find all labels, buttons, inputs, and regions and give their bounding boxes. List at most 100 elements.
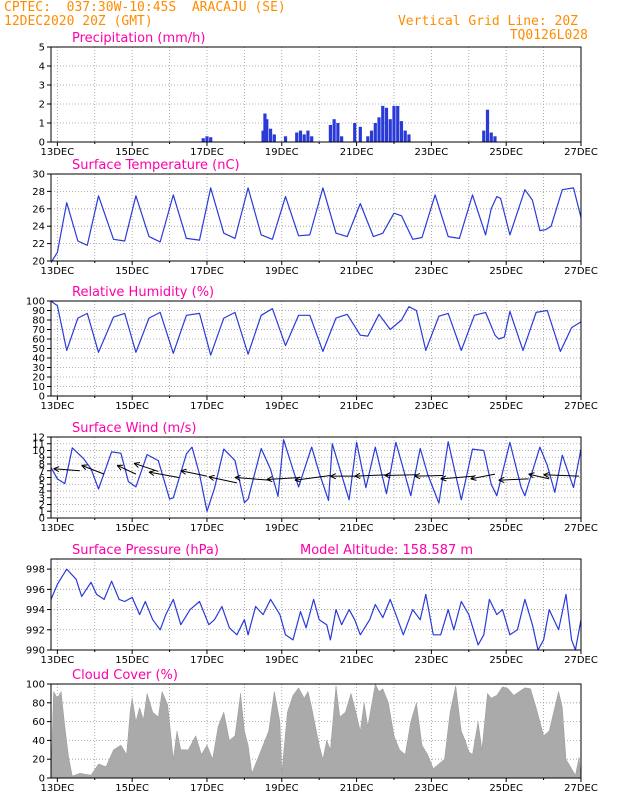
- precip-bar: [489, 132, 493, 142]
- wind-arrow: [81, 464, 105, 475]
- x-tick-label: 13DEC: [40, 266, 74, 277]
- y-tick-label: 22: [32, 239, 45, 250]
- precip-bar: [381, 105, 385, 142]
- precip-bar: [209, 137, 213, 142]
- x-tick-label: 19DEC: [265, 523, 299, 534]
- y-tick-label: 6: [39, 473, 45, 484]
- precip-bar: [298, 130, 303, 142]
- precip-bar: [310, 136, 314, 142]
- wind-arrow-head: [81, 464, 88, 471]
- x-tick-label: 27DEC: [564, 401, 598, 412]
- precip-bar: [388, 119, 392, 142]
- panel-title: Cloud Cover (%): [72, 668, 178, 683]
- y-tick-label: 70: [32, 325, 45, 336]
- wind-arrow: [470, 473, 496, 480]
- y-tick-label: 0: [39, 392, 45, 403]
- panel-title: Relative Humidity (%): [72, 285, 214, 300]
- x-tick-label: 23DEC: [415, 266, 449, 277]
- precip-bar: [261, 130, 265, 142]
- series-line: [50, 187, 582, 264]
- wind-arrow: [414, 474, 443, 477]
- y-tick-label: 9: [39, 453, 45, 464]
- x-tick-label: 19DEC: [265, 655, 299, 666]
- precip-bar: [302, 134, 306, 142]
- x-tick-label: 25DEC: [489, 523, 523, 534]
- x-tick-label: 17DEC: [190, 655, 224, 666]
- y-tick-label: 100: [26, 297, 45, 308]
- x-tick-label: 25DEC: [489, 147, 523, 158]
- x-tick-label: 23DEC: [415, 147, 449, 158]
- wind-arrow-head: [266, 476, 273, 483]
- y-tick-label: 11: [32, 439, 45, 450]
- precip-bar: [283, 136, 288, 142]
- precip-bar: [407, 134, 411, 142]
- wind-arrow: [528, 473, 550, 480]
- panel-title: Precipitation (mm/h): [72, 31, 205, 46]
- x-tick-label: 21DEC: [340, 401, 374, 412]
- series-line: [50, 568, 582, 651]
- header-date: 12DEC2020 20Z (GMT): [4, 14, 153, 29]
- x-tick-label: 17DEC: [190, 523, 224, 534]
- cloud-cover-area: [50, 683, 582, 779]
- x-tick-label: 23DEC: [415, 401, 449, 412]
- y-tick-label: 28: [32, 187, 45, 198]
- precip-bar: [485, 109, 490, 142]
- y-tick-label: 90: [32, 306, 45, 317]
- y-tick-label: 0: [39, 138, 45, 149]
- x-tick-label: 27DEC: [564, 147, 598, 158]
- wind-arrow-head: [528, 472, 535, 479]
- y-tick-label: 26: [32, 204, 45, 215]
- y-tick-label: 30: [32, 170, 45, 181]
- x-tick-label: 17DEC: [190, 401, 224, 412]
- y-tick-label: 3: [39, 81, 45, 92]
- y-tick-label: 3: [39, 493, 45, 504]
- precip-bar: [403, 130, 407, 142]
- x-tick-label: 15DEC: [115, 783, 149, 794]
- panel-annotation: Model Altitude: 158.587 m: [300, 543, 473, 558]
- y-tick-label: 5: [39, 43, 45, 54]
- y-tick-label: 20: [32, 373, 45, 384]
- precip-bar: [295, 132, 299, 142]
- wind-arrow: [354, 474, 389, 477]
- panel-frame: [50, 683, 582, 779]
- wind-arrow-head: [354, 472, 361, 479]
- precip-bar: [366, 136, 370, 142]
- precip-bar: [399, 121, 404, 142]
- y-tick-label: 2: [39, 500, 45, 511]
- y-tick-label: 2: [39, 100, 45, 111]
- y-tick-label: 4: [39, 62, 45, 73]
- x-tick-label: 21DEC: [340, 523, 374, 534]
- y-tick-label: 990: [26, 646, 45, 657]
- wind-arrow: [208, 476, 237, 484]
- precip-bar: [384, 107, 389, 142]
- panel-frame: [50, 173, 582, 262]
- precip-bar: [336, 123, 340, 142]
- x-tick-label: 15DEC: [115, 147, 149, 158]
- x-tick-label: 17DEC: [190, 783, 224, 794]
- y-tick-label: 50: [32, 344, 45, 355]
- y-tick-label: 40: [32, 354, 45, 365]
- header-code: TQ0126L028: [509, 28, 588, 43]
- y-tick-label: 40: [32, 736, 45, 747]
- wind-arrow-head: [234, 474, 241, 481]
- x-tick-label: 25DEC: [489, 401, 523, 412]
- panel-title: Surface Pressure (hPa): [72, 543, 219, 558]
- precip-bar: [265, 119, 269, 142]
- wind-arrow-head: [498, 476, 505, 484]
- x-tick-label: 13DEC: [40, 783, 74, 794]
- x-tick-label: 27DEC: [564, 655, 598, 666]
- x-tick-label: 27DEC: [564, 783, 598, 794]
- y-tick-label: 100: [26, 680, 45, 691]
- precip-bar: [358, 126, 362, 142]
- wind-arrow-head: [180, 468, 187, 475]
- precip-bar: [263, 113, 267, 142]
- wind-arrow: [543, 474, 580, 477]
- panel-frame: [50, 46, 582, 143]
- series-line: [50, 300, 582, 356]
- wind-arrow: [498, 478, 529, 481]
- x-tick-label: 21DEC: [340, 783, 374, 794]
- y-tick-label: 10: [32, 382, 45, 393]
- precip-bar: [205, 136, 209, 142]
- y-tick-label: 10: [32, 446, 45, 457]
